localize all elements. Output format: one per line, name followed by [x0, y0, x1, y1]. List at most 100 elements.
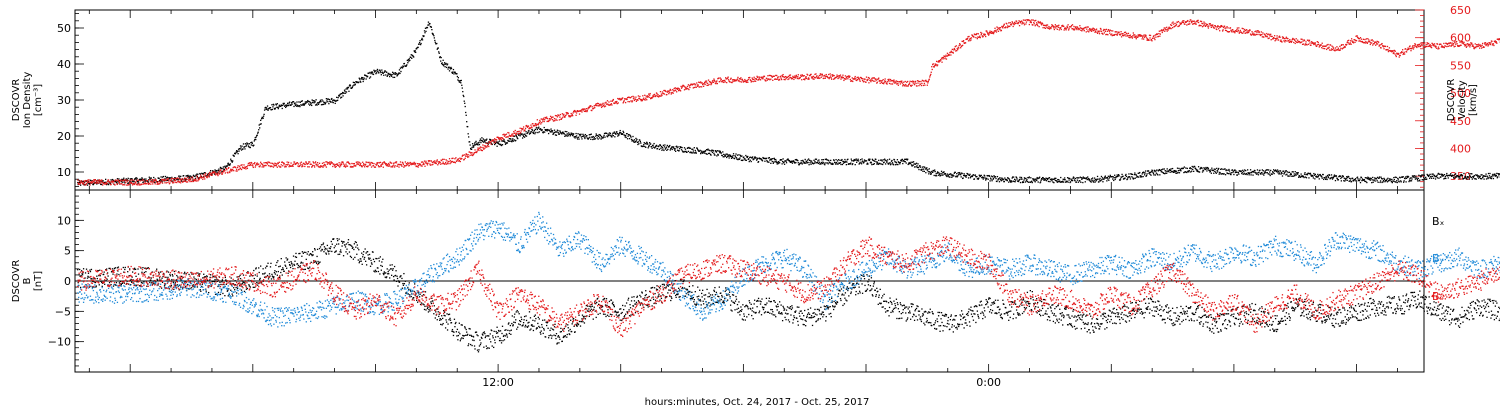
top-point [1306, 177, 1307, 178]
top-point [806, 161, 807, 162]
top-point [207, 177, 208, 178]
top-point [1144, 172, 1145, 173]
top-point [861, 158, 862, 159]
top-point [893, 81, 894, 82]
top-point [437, 164, 438, 165]
top-point [1247, 174, 1248, 175]
top-point [375, 166, 376, 167]
top-point [315, 161, 316, 162]
top-point [1238, 173, 1239, 174]
top-point [1334, 174, 1335, 175]
top-point [490, 139, 491, 140]
top-point [478, 150, 479, 151]
top-point [594, 137, 595, 138]
top-point [1074, 180, 1075, 181]
top-point [1072, 180, 1073, 181]
top-point [565, 115, 566, 116]
top-point [431, 160, 432, 161]
top-point [673, 146, 674, 147]
top-point [131, 178, 132, 179]
top-point [180, 176, 181, 177]
top-point [681, 87, 682, 88]
top-point [197, 177, 198, 178]
top-point [993, 178, 994, 179]
top-point [924, 167, 925, 168]
top-right-axis-title-line: Velocity [1457, 80, 1468, 119]
top-point [1164, 168, 1165, 169]
top-point [1176, 171, 1177, 172]
top-point [577, 138, 578, 139]
top-point [890, 163, 891, 164]
top-point [1006, 23, 1007, 24]
top-point [1445, 178, 1446, 179]
top-point [1494, 173, 1495, 174]
top-point [810, 74, 811, 75]
top-point [973, 36, 974, 37]
top-point [797, 160, 798, 161]
top-point [901, 80, 902, 81]
top-point [671, 148, 672, 149]
top-point [1346, 178, 1347, 179]
top-point [495, 143, 496, 144]
top-point [328, 103, 329, 104]
top-point [299, 106, 300, 107]
top-point [820, 163, 821, 164]
top-point [737, 77, 738, 78]
top-point [396, 73, 397, 74]
top-point [680, 90, 681, 91]
top-point [464, 103, 465, 104]
top-point [1023, 179, 1024, 180]
top-point [339, 95, 340, 96]
top-point [77, 179, 78, 180]
top-point [1152, 172, 1153, 173]
top-point [360, 163, 361, 164]
top-point [681, 149, 682, 150]
top-point [1261, 172, 1262, 173]
top-point [1318, 176, 1319, 177]
top-point [257, 135, 258, 136]
top-point [576, 135, 577, 136]
top-point [923, 168, 924, 169]
top-point [392, 77, 393, 78]
top-point [1002, 27, 1003, 28]
top-point [394, 166, 395, 167]
top-point [1417, 180, 1418, 181]
top-point [531, 127, 532, 128]
top-point [473, 145, 474, 146]
top-point [1008, 22, 1009, 23]
top-point [1120, 178, 1121, 179]
top-point [551, 131, 552, 132]
top-point [436, 160, 437, 161]
top-point [282, 165, 283, 166]
top-point [898, 85, 899, 86]
top-point [1242, 170, 1243, 171]
top-point [914, 84, 915, 85]
top-point [1110, 175, 1111, 176]
top-point [261, 123, 262, 124]
top-point [114, 184, 115, 185]
top-point [1091, 181, 1092, 182]
top-point [200, 173, 201, 174]
top-point [548, 133, 549, 134]
top-point [1273, 169, 1274, 170]
top-point [403, 164, 404, 165]
top-point [700, 150, 701, 151]
top-point [232, 162, 233, 163]
top-point [341, 97, 342, 98]
top-point [798, 74, 799, 75]
top-point [985, 36, 986, 37]
top-point [167, 182, 168, 183]
top-point [921, 169, 922, 170]
top-left-tick-label: 10 [57, 166, 71, 179]
top-point [1205, 167, 1206, 168]
top-point [754, 158, 755, 159]
top-point [1413, 176, 1414, 177]
top-point [594, 107, 595, 108]
top-point [630, 136, 631, 137]
top-point [1016, 177, 1017, 178]
top-point [916, 163, 917, 164]
top-point [889, 83, 890, 84]
top-point [1455, 173, 1456, 174]
top-point [447, 63, 448, 64]
top-point [902, 82, 903, 83]
